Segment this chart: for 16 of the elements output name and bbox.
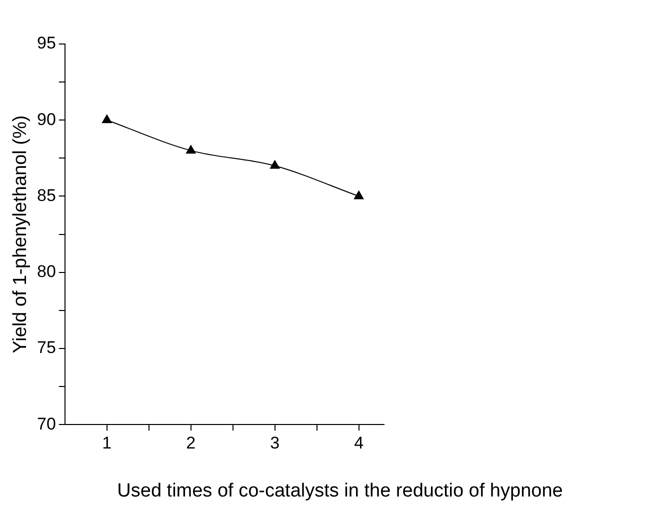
y-tick-label: 70 <box>36 414 56 434</box>
y-tick-label: 85 <box>36 186 56 205</box>
point <box>354 190 364 200</box>
point <box>186 145 196 154</box>
point <box>102 114 112 124</box>
x-tick-label: 1 <box>102 433 112 452</box>
y-axis-title: Yield of 1-phenylethanol (%) <box>10 115 32 354</box>
point <box>270 160 280 169</box>
x-tick-label: 3 <box>270 433 280 452</box>
x-tick-label: 2 <box>186 433 196 452</box>
x-tick-label: 4 <box>354 433 364 452</box>
x-axis-title: Used times of co-catalysts in the reductio of hypnone <box>117 480 563 502</box>
y-tick-label: 80 <box>36 262 56 282</box>
y-tick-label: 75 <box>36 338 56 358</box>
y-tick-label: 95 <box>36 34 56 53</box>
y-tick-label: 90 <box>36 110 56 129</box>
